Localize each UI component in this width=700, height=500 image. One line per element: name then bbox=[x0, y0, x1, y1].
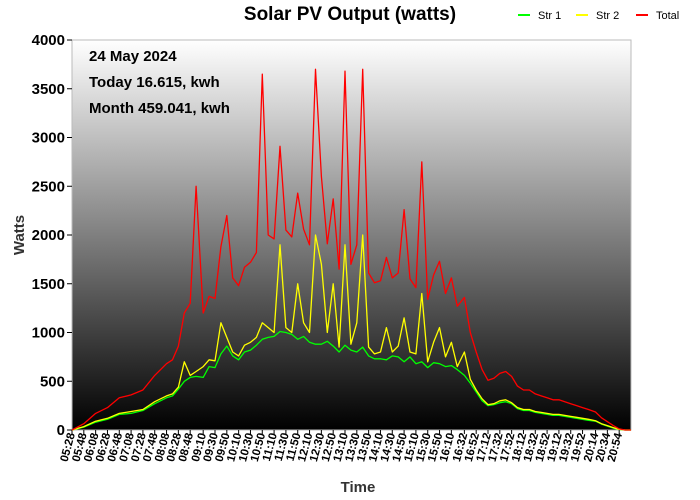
y-tick-label: 1000 bbox=[32, 325, 65, 342]
chart-title: Solar PV Output (watts) bbox=[244, 4, 456, 25]
y-tick-label: 3000 bbox=[32, 130, 65, 147]
x-axis: 05:2805:4806:0806:2806:4807:0807:2807:48… bbox=[59, 430, 625, 463]
series-lines bbox=[71, 68, 631, 431]
y-axis-title: Watts bbox=[11, 215, 28, 255]
y-tick-label: 0 bbox=[57, 422, 65, 439]
legend-label-str2: Str 2 bbox=[596, 10, 619, 22]
y-tick-label: 500 bbox=[40, 373, 65, 390]
series-line-str-2 bbox=[71, 234, 631, 431]
legend: Str 1 Str 2 Total bbox=[518, 10, 679, 22]
y-tick-label: 2000 bbox=[32, 227, 65, 244]
y-tick-label: 2500 bbox=[32, 178, 65, 195]
annotation-date: 24 May 2024 bbox=[89, 48, 177, 65]
y-axis: 0 500 1000 1500 2000 2500 3000 3500 4000 bbox=[32, 32, 72, 439]
annotation-today: Today 16.615, kwh bbox=[89, 74, 220, 91]
plot-area bbox=[71, 39, 632, 431]
y-tick-label: 1500 bbox=[32, 276, 65, 293]
legend-label-str1: Str 1 bbox=[538, 10, 561, 22]
legend-label-total: Total bbox=[656, 10, 679, 22]
annotation-month: Month 459.041, kwh bbox=[89, 100, 230, 117]
y-tick-label: 3500 bbox=[32, 81, 65, 98]
series-line-str-1 bbox=[71, 330, 631, 431]
series-line-total bbox=[71, 68, 631, 431]
y-tick-label: 4000 bbox=[32, 32, 65, 49]
x-axis-title: Time bbox=[341, 479, 376, 496]
annotations: 24 May 2024 Today 16.615, kwh Month 459.… bbox=[89, 48, 230, 117]
